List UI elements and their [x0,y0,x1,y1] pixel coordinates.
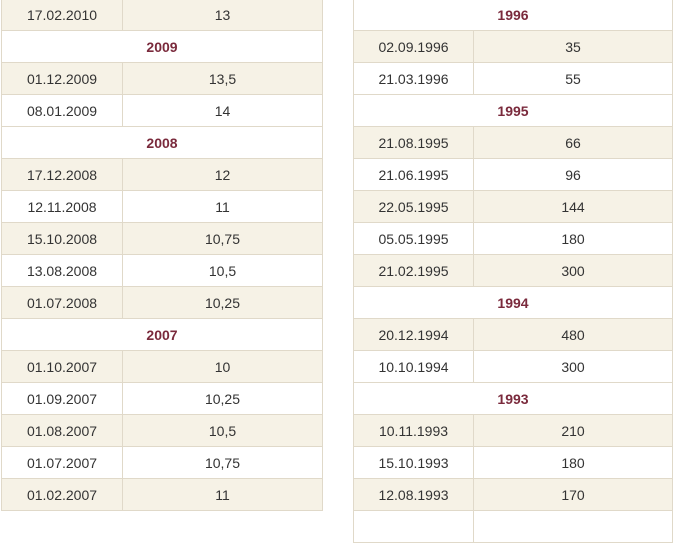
rate-cell: 300 [473,350,673,383]
year-header-row: 2009 [1,30,323,63]
rate-cell: 66 [473,126,673,159]
rate-cell: 12 [122,158,323,191]
table-row: 01.07.2007 10,75 [1,446,323,479]
date-cell: 12.11.2008 [1,190,123,223]
table-row: 17.12.2008 12 [1,158,323,191]
date-cell: 10.11.1993 [353,414,474,447]
year-header-row: 1996 [353,0,673,31]
year-header: 2008 [1,126,323,159]
date-cell: 21.02.1995 [353,254,474,287]
date-cell: 01.07.2008 [1,286,123,319]
year-header: 2007 [1,318,323,351]
table-row: 10.11.1993 210 [353,414,673,447]
date-cell: 01.08.2007 [1,414,123,447]
year-header-row: 2008 [1,126,323,159]
date-cell: 10.10.1994 [353,350,474,383]
rate-cell: 13 [122,0,323,31]
table-row: 12.11.2008 11 [1,190,323,223]
rate-cell: 10,25 [122,286,323,319]
rates-table-left: 17.02.2010 13 2009 01.12.2009 13,5 08.01.2009… [1,0,323,511]
date-cell: 01.02.2007 [1,478,123,511]
rate-cell: 180 [473,222,673,255]
date-cell: 13.08.2008 [1,254,123,287]
date-cell: 21.03.1996 [353,62,474,95]
table-row: 01.07.2008 10,25 [1,286,323,319]
rate-cell [473,510,673,543]
rates-table-right: 1996 02.09.1996 35 21.03.1996 55 1995 21.08.19… [353,0,673,543]
date-cell: 22.05.1995 [353,190,474,223]
rate-cell: 10 [122,350,323,383]
rate-cell: 14 [122,94,323,127]
table-row: 17.02.2010 13 [1,0,323,31]
year-header-row: 1993 [353,382,673,415]
table-row: 08.01.2009 14 [1,94,323,127]
date-cell: 17.02.2010 [1,0,123,31]
rate-cell: 10,5 [122,414,323,447]
table-row: 22.05.1995 144 [353,190,673,223]
table-row: 01.09.2007 10,25 [1,382,323,415]
table-row: 15.10.1993 180 [353,446,673,479]
year-header: 1993 [353,382,673,415]
year-header: 1995 [353,94,673,127]
date-cell: 01.07.2007 [1,446,123,479]
date-cell: 05.05.1995 [353,222,474,255]
table-row: 21.08.1995 66 [353,126,673,159]
table-row: 05.05.1995 180 [353,222,673,255]
rates-table-left-body: 17.02.2010 13 2009 01.12.2009 13,5 08.01.2009… [1,0,323,511]
date-cell: 01.10.2007 [1,350,123,383]
year-header: 1994 [353,286,673,319]
year-header: 2009 [1,30,323,63]
rate-cell: 180 [473,446,673,479]
date-cell: 12.08.1993 [353,478,474,511]
rate-cell: 170 [473,478,673,511]
date-cell: 02.09.1996 [353,30,474,63]
rate-cell: 13,5 [122,62,323,95]
rate-cell: 10,75 [122,446,323,479]
year-header-row: 2007 [1,318,323,351]
date-cell: 15.10.1993 [353,446,474,479]
rate-cell: 11 [122,478,323,511]
table-row: 01.08.2007 10,5 [1,414,323,447]
year-header-row: 1994 [353,286,673,319]
table-row: 21.06.1995 96 [353,158,673,191]
rate-cell: 210 [473,414,673,447]
rate-cell: 96 [473,158,673,191]
table-row: 01.12.2009 13,5 [1,62,323,95]
rate-cell: 55 [473,62,673,95]
rate-cell: 10,5 [122,254,323,287]
table-row: 21.03.1996 55 [353,62,673,95]
rates-table-right-body: 1996 02.09.1996 35 21.03.1996 55 1995 21.08.19… [353,0,673,543]
table-row: 02.09.1996 35 [353,30,673,63]
table-row: 01.02.2007 11 [1,478,323,511]
rate-cell: 10,75 [122,222,323,255]
date-cell: 21.06.1995 [353,158,474,191]
date-cell [353,510,474,543]
rate-cell: 10,25 [122,382,323,415]
table-row: 13.08.2008 10,5 [1,254,323,287]
table-row: 12.08.1993 170 [353,478,673,511]
date-cell: 15.10.2008 [1,222,123,255]
table-row: 15.10.2008 10,75 [1,222,323,255]
rate-cell: 35 [473,30,673,63]
year-header: 1996 [353,0,673,31]
date-cell: 01.09.2007 [1,382,123,415]
table-row: 10.10.1994 300 [353,350,673,383]
date-cell: 01.12.2009 [1,62,123,95]
table-row: 21.02.1995 300 [353,254,673,287]
date-cell: 08.01.2009 [1,94,123,127]
date-cell: 21.08.1995 [353,126,474,159]
rate-cell: 11 [122,190,323,223]
date-cell: 20.12.1994 [353,318,474,351]
rate-cell: 480 [473,318,673,351]
date-cell: 17.12.2008 [1,158,123,191]
table-row: 01.10.2007 10 [1,350,323,383]
year-header-row: 1995 [353,94,673,127]
rate-cell: 300 [473,254,673,287]
rate-cell: 144 [473,190,673,223]
table-row [353,510,673,543]
table-row: 20.12.1994 480 [353,318,673,351]
